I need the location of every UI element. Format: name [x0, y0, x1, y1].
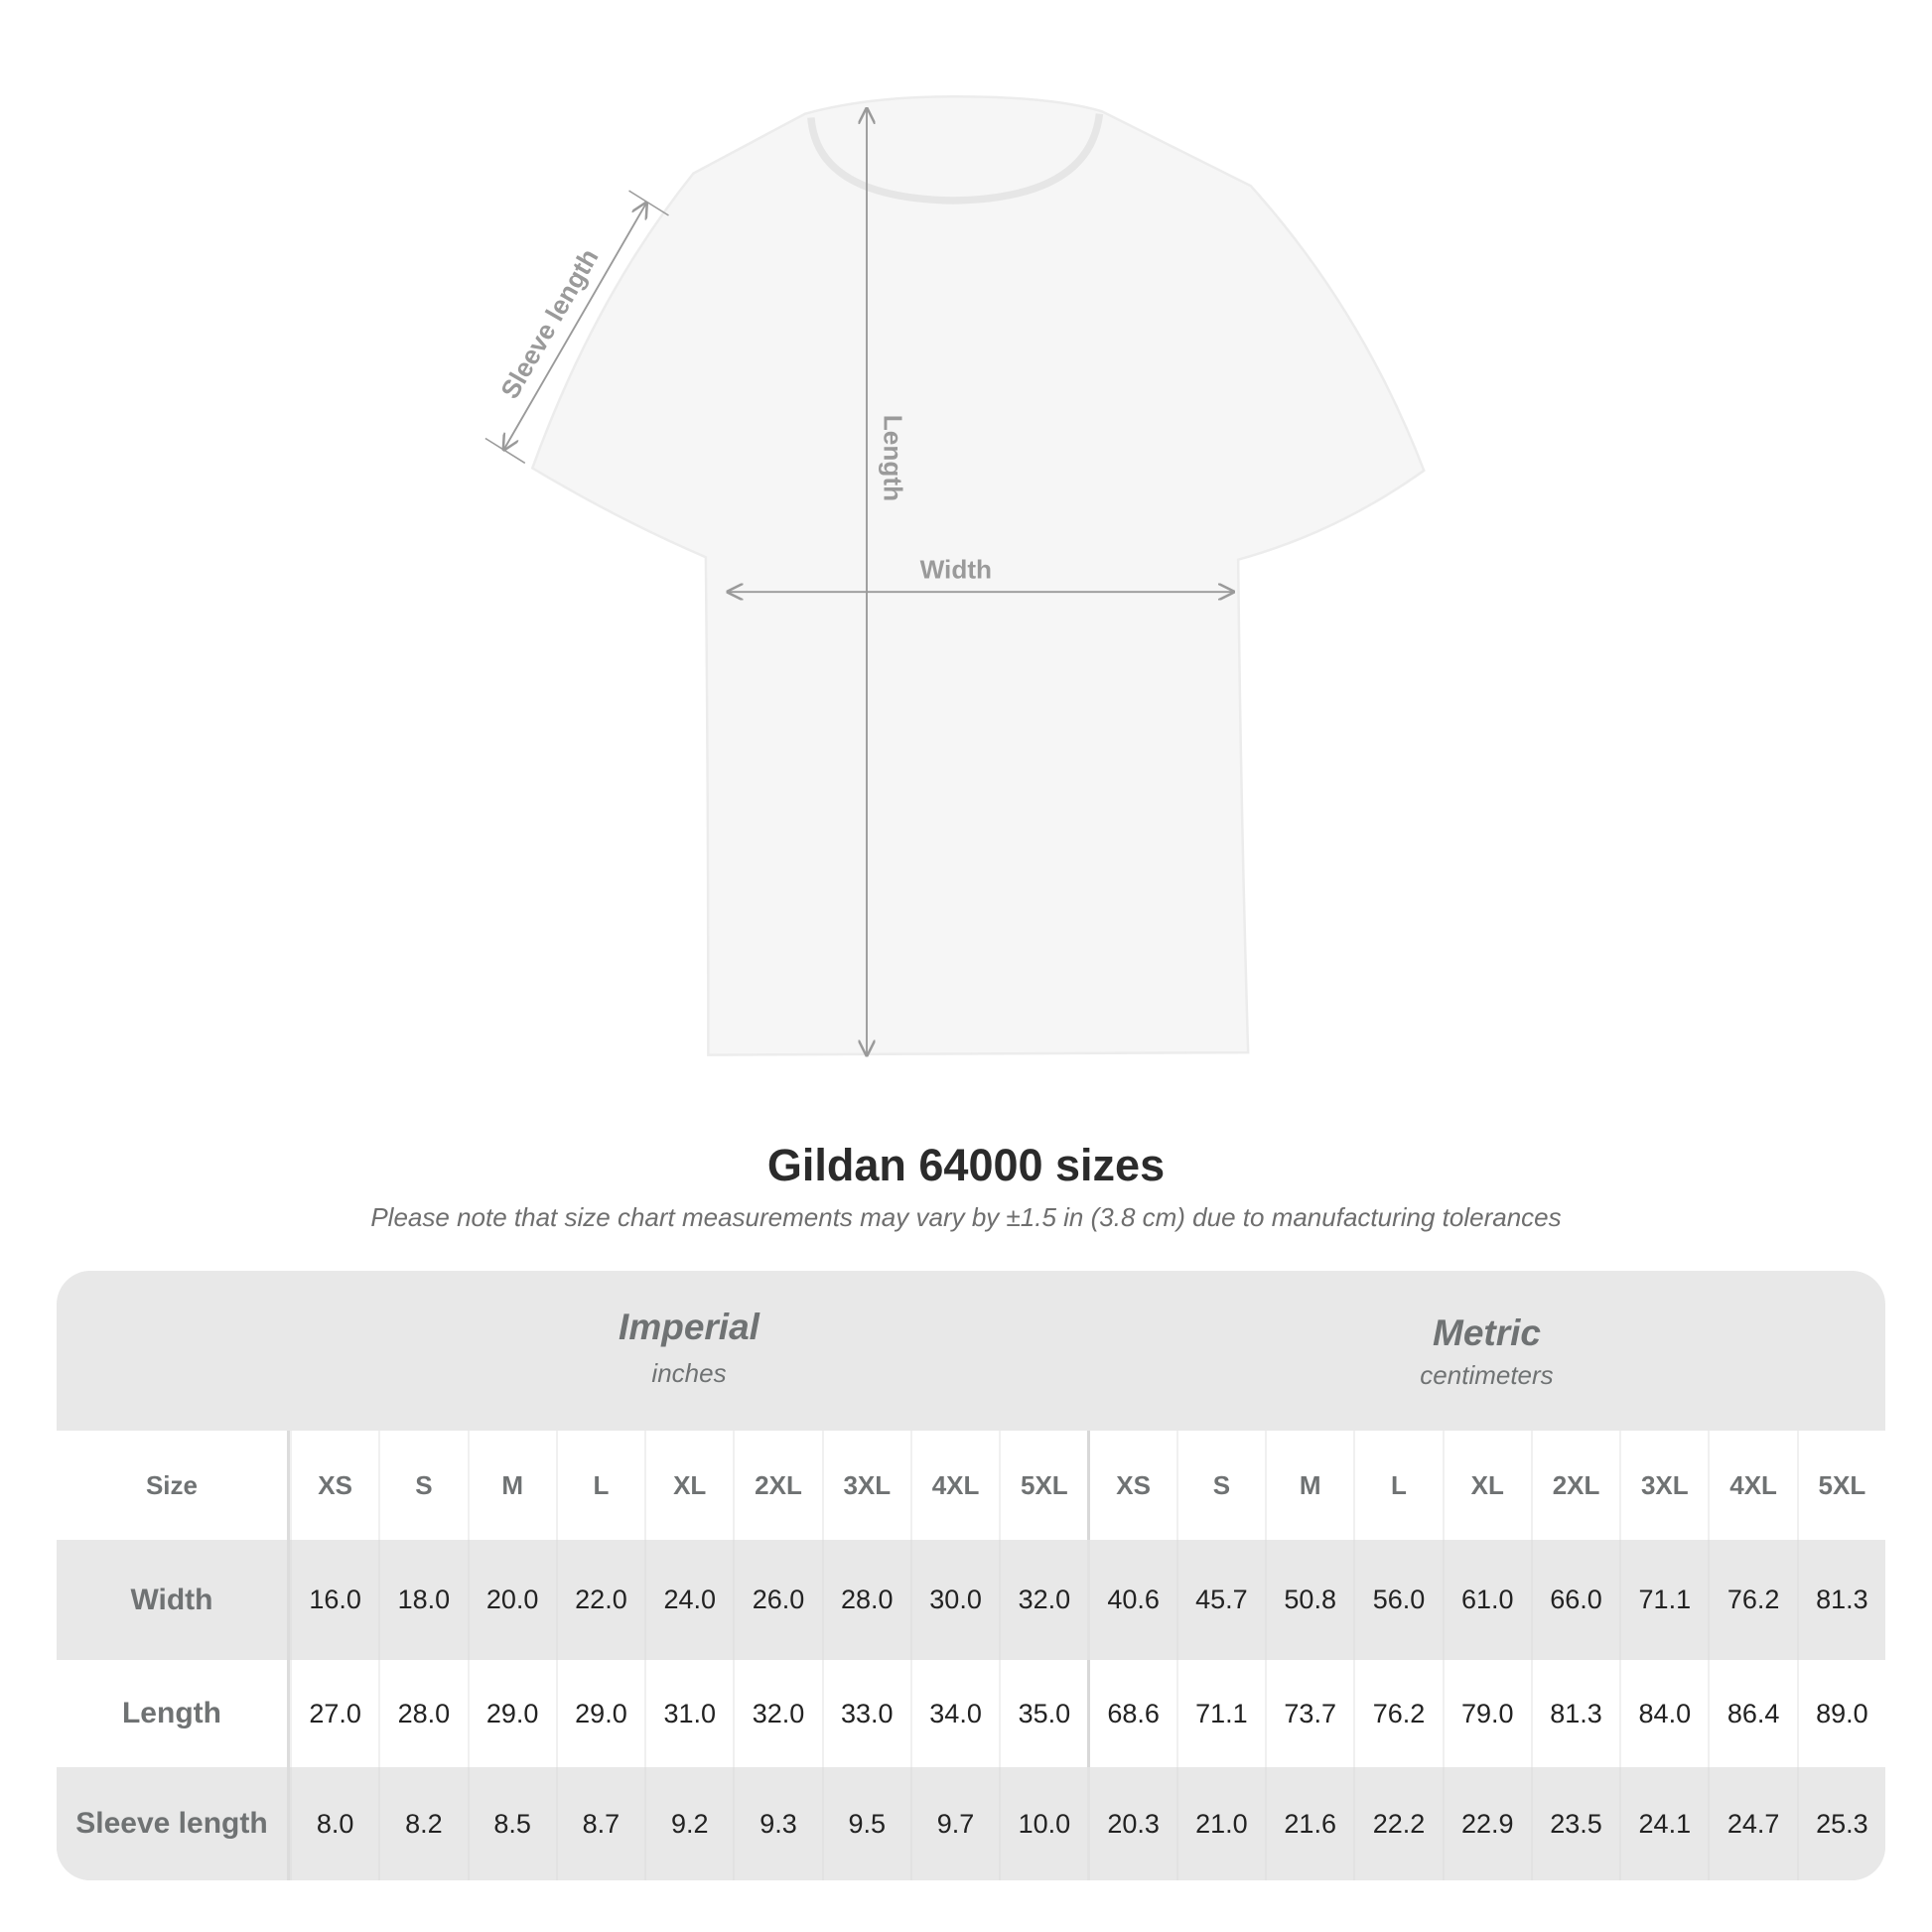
measurement-cell: 71.1 [1175, 1660, 1265, 1767]
width-row: Width 16.0 18.0 20.0 22.0 24.0 26.0 28.0 30.0 32.… [57, 1540, 1885, 1660]
measurement-cell: 84.0 [1619, 1660, 1708, 1767]
measurement-cell: 30.0 [909, 1540, 999, 1660]
size-header-cell: S [378, 1431, 467, 1540]
metric-header: Metric centimeters [1088, 1271, 1885, 1431]
measurement-cell: 9.2 [644, 1767, 733, 1880]
size-header-cell: L [1353, 1431, 1442, 1540]
width-label: Width [920, 554, 992, 584]
measurement-cell: 35.0 [999, 1660, 1087, 1767]
measurement-cell: 81.3 [1530, 1660, 1619, 1767]
measurement-cell: 86.4 [1708, 1660, 1796, 1767]
imperial-header: Imperial inches [290, 1271, 1088, 1431]
measurement-cell: 34.0 [909, 1660, 999, 1767]
measurement-cell: 68.6 [1087, 1660, 1175, 1767]
measurement-cell: 32.0 [999, 1540, 1087, 1660]
measurement-cell: 50.8 [1265, 1540, 1353, 1660]
measurement-cell: 21.6 [1265, 1767, 1353, 1880]
measurement-cell: 76.2 [1353, 1660, 1442, 1767]
measurement-cell: 25.3 [1796, 1767, 1885, 1880]
size-header-cell: XS [1087, 1431, 1175, 1540]
measurement-cell: 22.0 [555, 1540, 644, 1660]
measurement-cell: 20.3 [1087, 1767, 1175, 1880]
measurement-cell: 56.0 [1353, 1540, 1442, 1660]
imperial-label: Imperial [619, 1307, 759, 1347]
sleeve-tick [628, 190, 669, 216]
metric-label: Metric [1433, 1312, 1541, 1353]
measurement-cell: 73.7 [1265, 1660, 1353, 1767]
measurement-cell: 9.3 [733, 1767, 821, 1880]
measurement-cell: 8.5 [467, 1767, 556, 1880]
measurement-cell: 32.0 [733, 1660, 821, 1767]
measurement-cell: 20.0 [467, 1540, 556, 1660]
measurement-cell: 26.0 [733, 1540, 821, 1660]
sleeve-tick [484, 437, 526, 465]
size-header-cell: 4XL [909, 1431, 999, 1540]
measurement-cell: 40.6 [1087, 1540, 1175, 1660]
row-label: Length [57, 1660, 290, 1767]
measurement-cell: 66.0 [1530, 1540, 1619, 1660]
page-title: Gildan 64000 sizes [766, 1140, 1166, 1190]
size-header-cell: M [467, 1431, 556, 1540]
measurement-cell: 8.7 [555, 1767, 644, 1880]
sleeve-length-row: Sleeve length 8.0 8.2 8.5 8.7 9.2 9.3 9.5 9.7 10.… [57, 1767, 1885, 1880]
measurement-cell: 45.7 [1175, 1540, 1265, 1660]
measurement-cell: 22.9 [1442, 1767, 1531, 1880]
measurement-cell: 24.1 [1619, 1767, 1708, 1880]
metric-unit: centimeters [1420, 1360, 1554, 1390]
measurement-cell: 28.0 [378, 1660, 467, 1767]
tshirt-collar [807, 113, 1104, 205]
measurement-cell: 21.0 [1175, 1767, 1265, 1880]
row-label: Sleeve length [57, 1767, 290, 1880]
size-header-cell: S [1175, 1431, 1265, 1540]
size-header-cell: 2XL [733, 1431, 821, 1540]
length-row: Length 27.0 28.0 29.0 29.0 31.0 32.0 33.0 34.0 35… [57, 1660, 1885, 1767]
measurement-cell: 8.0 [289, 1767, 378, 1880]
measurement-cell: 28.0 [821, 1540, 910, 1660]
measurement-cell: 10.0 [999, 1767, 1087, 1880]
measurement-cell: 29.0 [467, 1660, 556, 1767]
measurement-cell: 24.7 [1708, 1767, 1796, 1880]
tshirt-measurement-diagram: Length Width Sleeve length [484, 95, 1426, 1092]
size-header-cell: M [1265, 1431, 1353, 1540]
sleeve-arrow [504, 204, 646, 450]
size-table: Imperial inches Metric centimeters Size X… [57, 1271, 1885, 1880]
imperial-unit: inches [651, 1358, 727, 1388]
measurement-cell: 89.0 [1796, 1660, 1885, 1767]
measurement-cell: 71.1 [1619, 1540, 1708, 1660]
measurement-cell: 31.0 [644, 1660, 733, 1767]
tolerance-note: Please note that size chart measurements… [370, 1202, 1562, 1232]
size-header-cell: XS [289, 1431, 378, 1540]
measurement-cell: 27.0 [289, 1660, 378, 1767]
measurement-cell: 76.2 [1708, 1540, 1796, 1660]
tshirt-shape [530, 95, 1426, 1056]
measurement-cell: 79.0 [1442, 1660, 1531, 1767]
size-header-cell: L [555, 1431, 644, 1540]
size-header-cell: 2XL [1530, 1431, 1619, 1540]
measurement-cell: 9.5 [821, 1767, 910, 1880]
measurement-cell: 22.2 [1353, 1767, 1442, 1880]
measurement-cell: 8.2 [378, 1767, 467, 1880]
length-label: Length [878, 415, 907, 501]
size-header-cell: 3XL [821, 1431, 910, 1540]
measurement-cell: 61.0 [1442, 1540, 1531, 1660]
size-header-cell: 5XL [999, 1431, 1087, 1540]
row-label: Width [57, 1540, 290, 1660]
size-header-cell: 4XL [1708, 1431, 1796, 1540]
size-header-label: Size [57, 1431, 290, 1540]
measurement-cell: 29.0 [555, 1660, 644, 1767]
measurement-cell: 81.3 [1796, 1540, 1885, 1660]
size-header-cell: XL [644, 1431, 733, 1540]
size-header-cell: XL [1442, 1431, 1531, 1540]
size-header-cell: 3XL [1619, 1431, 1708, 1540]
measurement-cell: 23.5 [1530, 1767, 1619, 1880]
measurement-cell: 24.0 [644, 1540, 733, 1660]
measurement-cell: 18.0 [378, 1540, 467, 1660]
measurement-cell: 9.7 [909, 1767, 999, 1880]
size-header-cell: 5XL [1796, 1431, 1885, 1540]
measurement-cell: 16.0 [289, 1540, 378, 1660]
measurement-cell: 33.0 [821, 1660, 910, 1767]
size-row: Size XS S M L XL 2XL 3XL 4XL 5XL XS S M L XL 2XL 3XL 4XL 5… [57, 1431, 1885, 1540]
